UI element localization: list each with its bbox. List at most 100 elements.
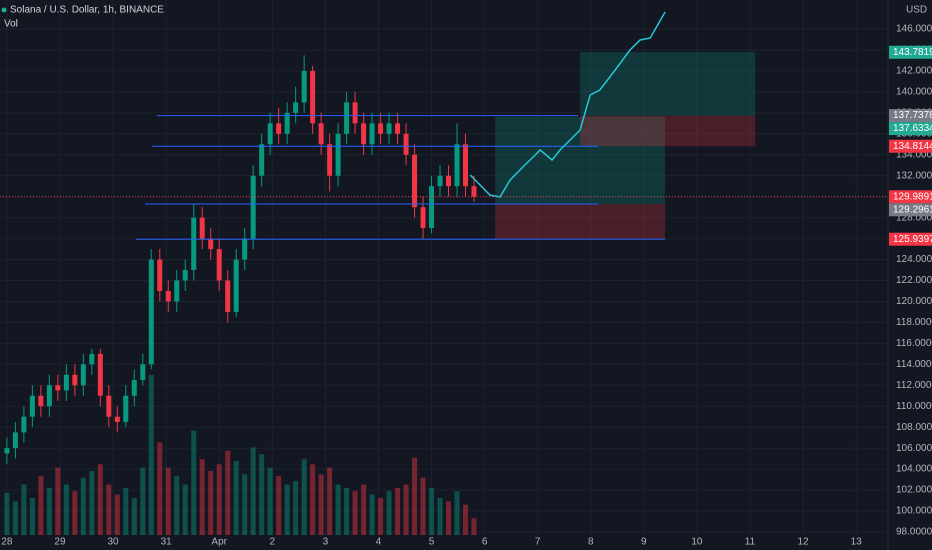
volume-bar xyxy=(335,484,341,535)
stop-zone xyxy=(495,204,666,240)
candle-body xyxy=(72,374,78,386)
candle-body xyxy=(131,380,137,396)
y-tick-label: 102.0000 xyxy=(896,485,932,496)
volume-bar xyxy=(165,467,171,535)
candle-body xyxy=(55,385,61,391)
candle-body xyxy=(335,133,341,176)
y-tick-label: 128.0000 xyxy=(896,212,932,223)
x-tick-label: 11 xyxy=(745,537,756,548)
price-badge-label: 137.6334 xyxy=(893,123,932,134)
volume-bar xyxy=(267,467,273,535)
candle-body xyxy=(293,102,299,113)
y-tick-label: 120.0000 xyxy=(896,296,932,307)
currency-label[interactable]: USD xyxy=(906,5,927,16)
candle-body xyxy=(403,133,409,155)
candle-body xyxy=(21,416,27,433)
y-tick-label: 98.0000 xyxy=(896,527,932,538)
price-badge-label: 143.7819 xyxy=(893,47,932,58)
volume-bar xyxy=(123,487,129,535)
volume-bar xyxy=(131,497,137,535)
volume-bar xyxy=(344,487,350,535)
candle-body xyxy=(242,238,248,260)
candle-body xyxy=(216,249,222,281)
y-tick-label: 124.0000 xyxy=(896,254,932,265)
volume-bar xyxy=(471,518,477,535)
x-tick-label: 8 xyxy=(588,537,594,548)
candle-body xyxy=(301,70,307,103)
candle-body xyxy=(276,123,282,134)
volume-bar xyxy=(225,450,231,535)
volume-bar xyxy=(63,484,69,535)
x-tick-label: 12 xyxy=(798,537,810,548)
candle-body xyxy=(259,144,265,176)
volume-label: Vol xyxy=(4,19,18,30)
volume-bar xyxy=(437,497,443,535)
candle-body xyxy=(63,374,69,391)
candle-body xyxy=(208,238,214,250)
candle-body xyxy=(12,432,18,449)
volume-bar xyxy=(429,487,435,535)
volume-bar xyxy=(55,467,61,535)
volume-bar xyxy=(46,487,52,535)
candle-body xyxy=(284,112,290,134)
candle-body xyxy=(446,175,452,187)
volume-bar xyxy=(352,491,358,535)
candle-body xyxy=(191,217,197,271)
candle-body xyxy=(89,353,95,365)
y-tick-label: 108.0000 xyxy=(896,422,932,433)
candle-body xyxy=(97,353,103,396)
volume-bar xyxy=(259,454,265,535)
price-badge xyxy=(889,139,932,153)
candle-body xyxy=(114,416,120,422)
candle-body xyxy=(471,186,477,197)
volume-bar xyxy=(29,497,35,535)
volume-bar xyxy=(242,474,248,535)
volume-bar xyxy=(446,501,452,535)
volume-bar xyxy=(208,471,214,535)
y-tick-label: 122.0000 xyxy=(896,275,932,286)
candle-body xyxy=(352,102,358,124)
y-tick-label: 116.0000 xyxy=(896,338,932,349)
y-tick-label: 118.0000 xyxy=(896,317,932,328)
candle-body xyxy=(462,144,468,187)
volume-bar xyxy=(114,494,120,535)
x-tick-label: 3 xyxy=(323,537,329,548)
x-tick-label: 5 xyxy=(429,537,435,548)
volume-bar xyxy=(310,464,316,535)
volume-bar xyxy=(301,459,307,535)
volume-bar xyxy=(4,492,10,535)
volume-bar xyxy=(157,442,163,535)
candle-body xyxy=(412,154,418,208)
candle-body xyxy=(454,144,460,187)
volume-bar xyxy=(80,477,86,535)
volume-bar xyxy=(403,484,409,535)
price-badge xyxy=(889,45,932,59)
price-badge xyxy=(889,203,932,217)
volume-bar xyxy=(378,497,384,535)
candle-body xyxy=(165,290,171,302)
candle-body xyxy=(310,70,316,124)
volume-bar xyxy=(327,467,333,535)
volume-bar xyxy=(106,484,112,535)
x-tick-label: 28 xyxy=(1,537,13,548)
volume-bar xyxy=(462,504,468,535)
volume-bar xyxy=(318,474,324,535)
x-tick-label: 29 xyxy=(54,537,66,548)
y-tick-label: 106.0000 xyxy=(896,443,932,454)
candle-body xyxy=(386,123,392,134)
volume-bar xyxy=(216,464,222,535)
volume-bar xyxy=(38,476,44,535)
volume-bar xyxy=(199,459,205,535)
price-badge-label: 125.9397 xyxy=(893,234,932,245)
volume-bar xyxy=(174,476,180,535)
volume-bar xyxy=(72,491,78,535)
candle-body xyxy=(420,207,426,229)
volume-bar xyxy=(148,375,154,535)
volume-bar xyxy=(293,481,299,535)
x-tick-label: 13 xyxy=(851,537,863,548)
volume-bar xyxy=(420,477,426,535)
price-badge-label: 129.9891 xyxy=(893,191,932,202)
candle-body xyxy=(123,395,129,422)
candle-body xyxy=(174,280,180,302)
y-tick-label: 146.0000 xyxy=(896,24,932,35)
